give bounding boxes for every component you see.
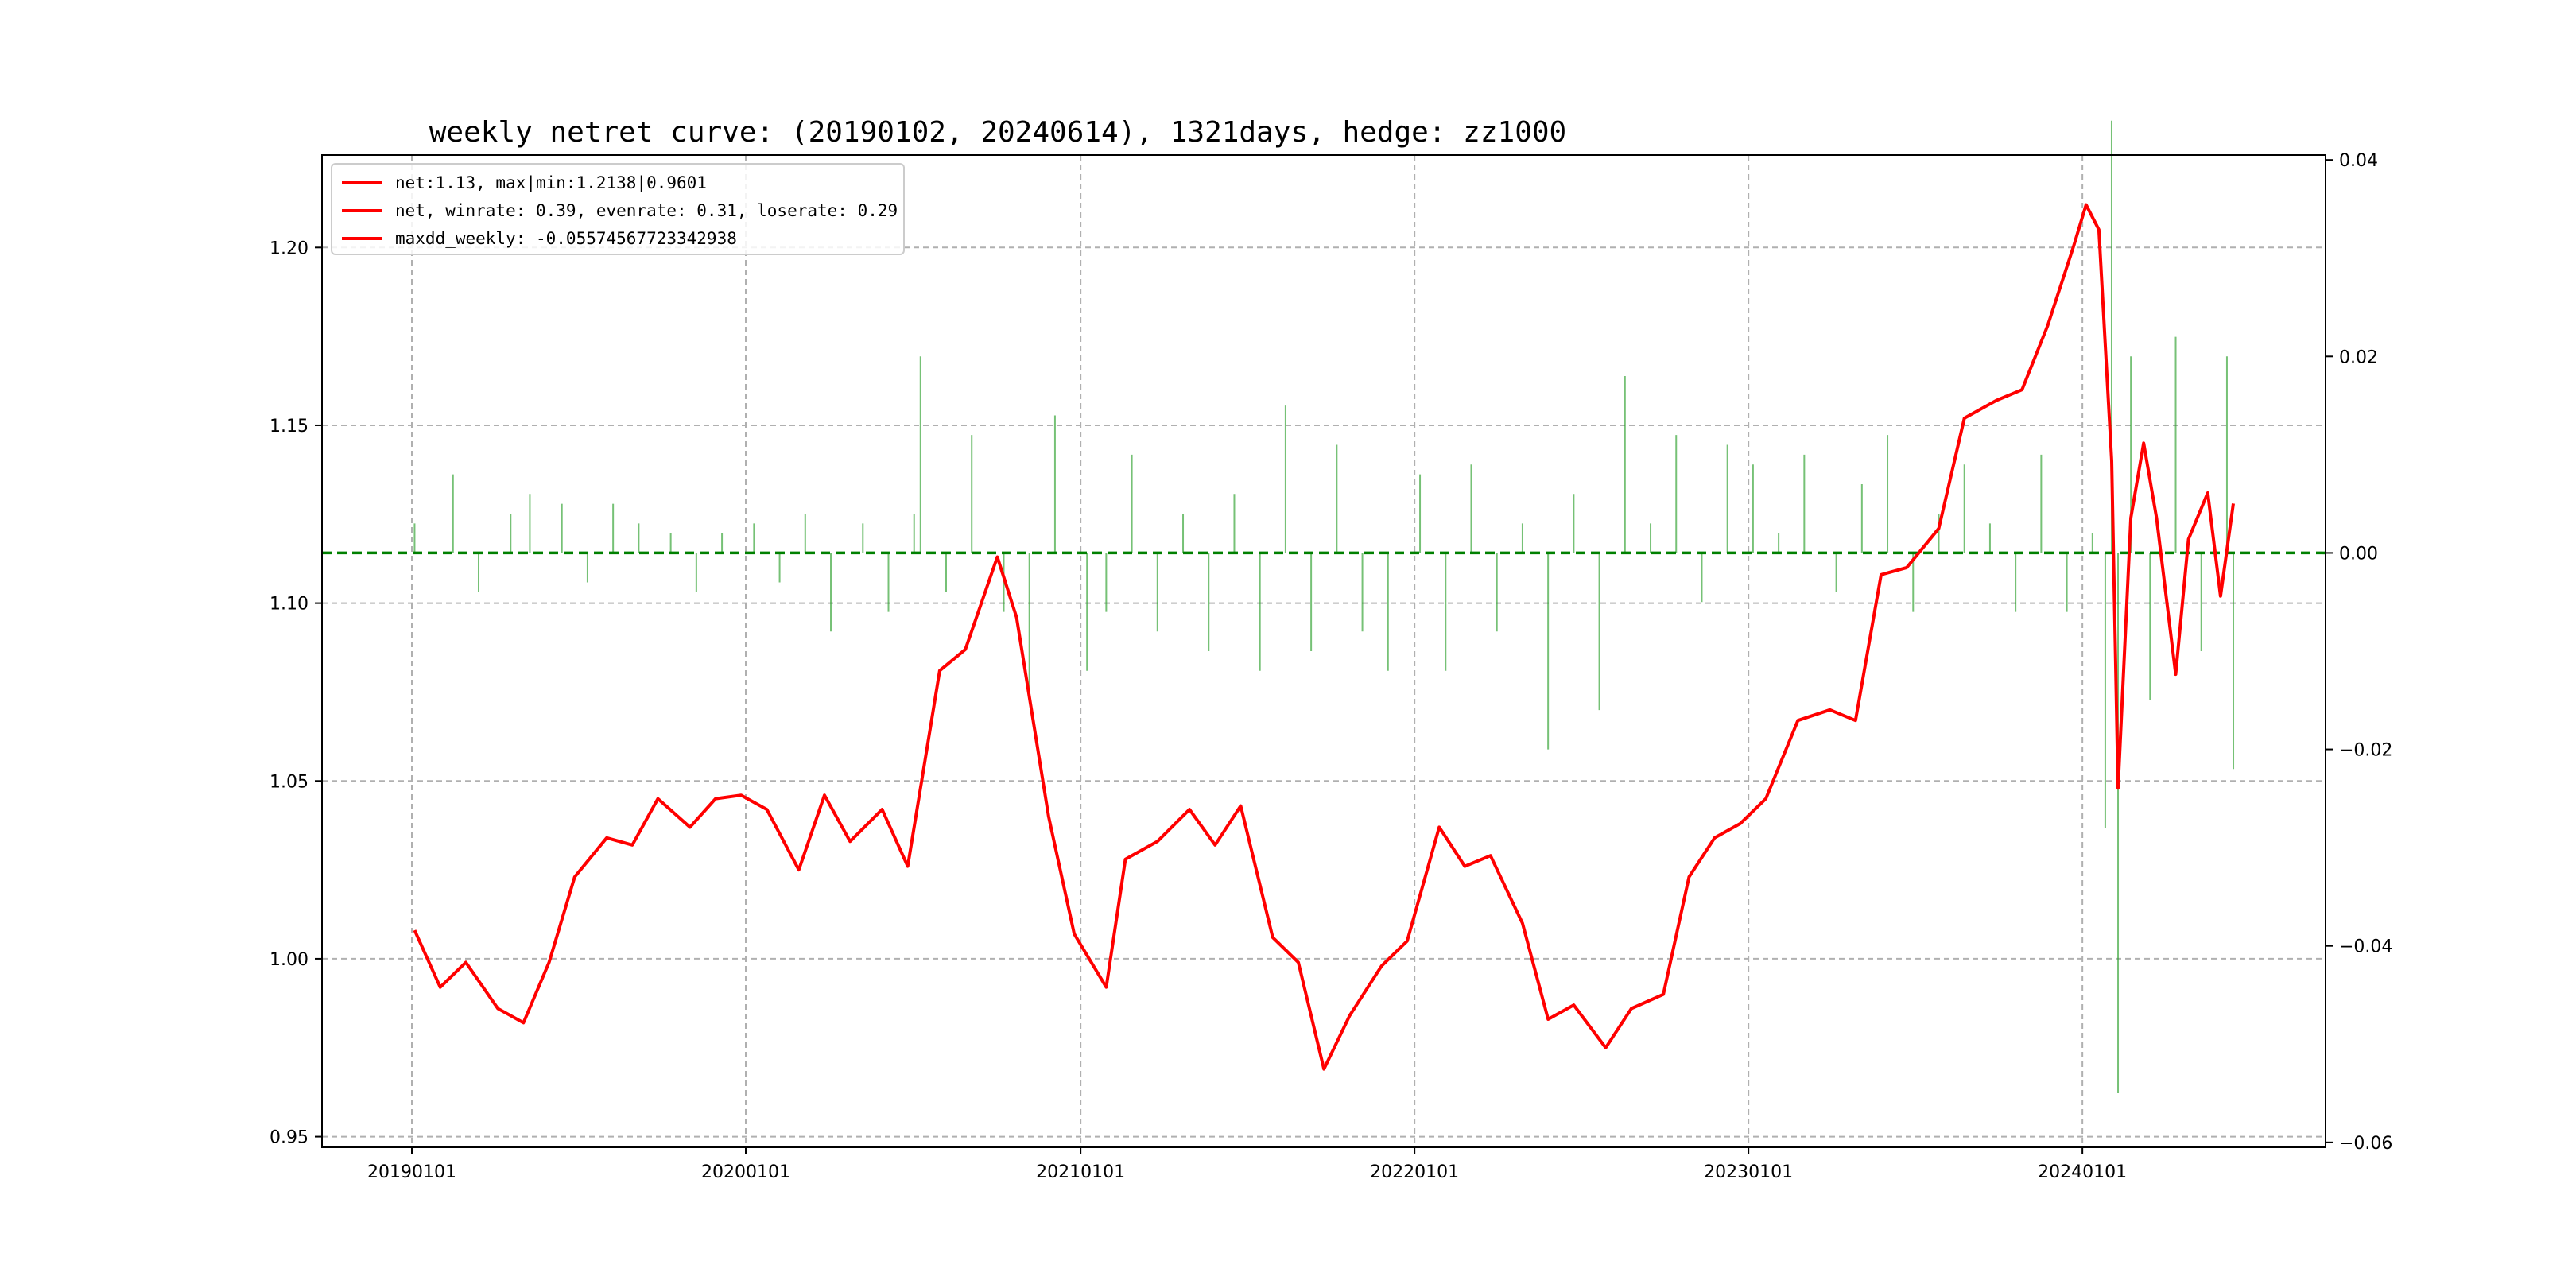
y-left-tick-label: 1.10 [270, 595, 308, 615]
y-right-tick-label: 0.04 [2339, 151, 2378, 171]
y-left-tick-label: 0.95 [270, 1128, 308, 1148]
x-tick-label: 20240101 [2038, 1162, 2127, 1182]
y-right-tick-label: 0.00 [2339, 544, 2378, 564]
y-right-tick-label: −0.04 [2339, 937, 2392, 957]
legend-entry-2: net, winrate: 0.39, evenrate: 0.31, lose… [395, 201, 898, 220]
y-left-tick-label: 1.00 [270, 950, 308, 970]
x-tick-label: 20210101 [1036, 1162, 1125, 1182]
legend-entry-3: maxdd_weekly: -0.05574567723342938 [395, 229, 737, 248]
x-tick-label: 20200101 [701, 1162, 790, 1182]
legend-box [331, 163, 905, 255]
y-right-tick-label: −0.02 [2339, 741, 2392, 761]
y-right-tick-label: −0.06 [2339, 1134, 2392, 1154]
y-left-tick-label: 1.05 [270, 772, 308, 792]
x-tick-label: 20230101 [1704, 1162, 1793, 1182]
x-tick-label: 20190101 [367, 1162, 456, 1182]
legend: net:1.13, max|min:1.2138|0.9601 net, win… [331, 163, 905, 255]
y-right-tick-label: 0.02 [2339, 347, 2378, 367]
x-tick-label: 20220101 [1370, 1162, 1459, 1182]
legend-entry-1: net:1.13, max|min:1.2138|0.9601 [395, 173, 707, 193]
chart-title: weekly netret curve: (20190102, 20240614… [429, 116, 1566, 149]
y-left-tick-label: 1.20 [270, 239, 308, 258]
plot-frame [321, 154, 2326, 1148]
net-curve-line [413, 203, 2235, 1071]
y-left-tick-label: 1.15 [270, 417, 308, 436]
